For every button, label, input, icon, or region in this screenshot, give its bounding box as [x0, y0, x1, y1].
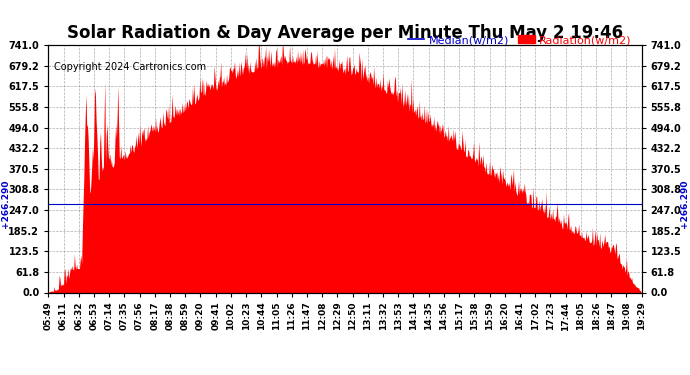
- Legend: Median(w/m2), Radiation(w/m2): Median(w/m2), Radiation(w/m2): [403, 31, 636, 50]
- Text: Copyright 2024 Cartronics.com: Copyright 2024 Cartronics.com: [55, 62, 206, 72]
- Title: Solar Radiation & Day Average per Minute Thu May 2 19:46: Solar Radiation & Day Average per Minute…: [67, 24, 623, 42]
- Text: +266.290: +266.290: [680, 179, 689, 228]
- Text: +266.290: +266.290: [1, 179, 10, 228]
